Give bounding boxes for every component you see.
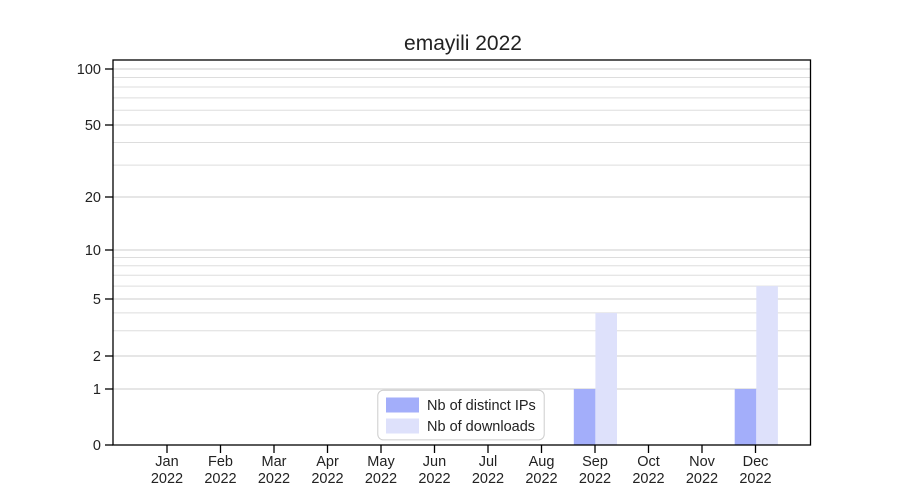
svg-text:2022: 2022 — [472, 471, 504, 487]
svg-text:May: May — [367, 454, 395, 470]
svg-text:Apr: Apr — [316, 454, 339, 470]
svg-text:2022: 2022 — [632, 471, 664, 487]
svg-text:2022: 2022 — [686, 471, 718, 487]
svg-text:Dec: Dec — [743, 454, 769, 470]
svg-text:1: 1 — [93, 382, 101, 398]
svg-text:2022: 2022 — [525, 471, 557, 487]
svg-text:Jan: Jan — [155, 454, 178, 470]
svg-text:Oct: Oct — [637, 454, 660, 470]
svg-text:20: 20 — [85, 190, 101, 206]
svg-text:5: 5 — [93, 292, 101, 308]
svg-text:2022: 2022 — [311, 471, 343, 487]
svg-text:10: 10 — [85, 243, 101, 259]
svg-text:100: 100 — [77, 62, 101, 78]
svg-text:2022: 2022 — [418, 471, 450, 487]
svg-text:2022: 2022 — [151, 471, 183, 487]
svg-text:2: 2 — [93, 349, 101, 365]
svg-text:50: 50 — [85, 118, 101, 134]
svg-text:emayili 2022: emayili 2022 — [404, 32, 522, 55]
svg-text:Jun: Jun — [423, 454, 446, 470]
svg-text:2022: 2022 — [258, 471, 290, 487]
svg-text:2022: 2022 — [579, 471, 611, 487]
svg-text:Jul: Jul — [479, 454, 498, 470]
svg-text:Mar: Mar — [262, 454, 287, 470]
svg-text:Aug: Aug — [529, 454, 555, 470]
svg-text:Sep: Sep — [582, 454, 608, 470]
svg-text:2022: 2022 — [204, 471, 236, 487]
svg-text:0: 0 — [93, 438, 101, 454]
svg-text:Nb of downloads: Nb of downloads — [427, 419, 535, 435]
svg-text:Feb: Feb — [208, 454, 233, 470]
svg-text:2022: 2022 — [739, 471, 771, 487]
svg-text:2022: 2022 — [365, 471, 397, 487]
svg-text:Nov: Nov — [689, 454, 716, 470]
svg-text:Nb of distinct IPs: Nb of distinct IPs — [427, 398, 536, 414]
